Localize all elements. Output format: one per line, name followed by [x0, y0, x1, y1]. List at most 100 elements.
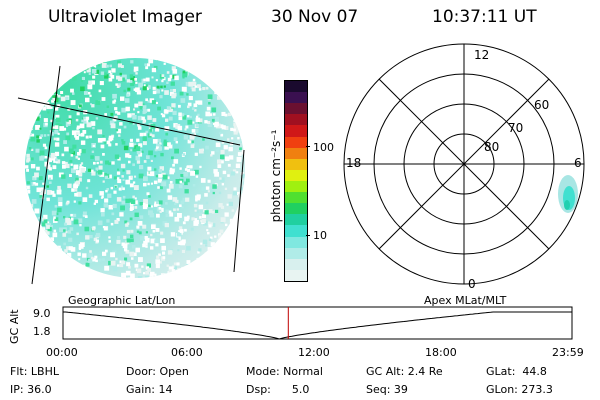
- speckle-pixel: [26, 186, 30, 190]
- speckle-pixel: [121, 272, 126, 278]
- speckle-pixel: [157, 58, 160, 61]
- speckle-pixel: [142, 110, 146, 115]
- speckle-pixel: [34, 94, 39, 99]
- speckle-pixel: [143, 240, 148, 246]
- speckle-pixel: [173, 137, 178, 141]
- speckle-pixel: [134, 212, 139, 217]
- speckle-pixel: [78, 104, 82, 108]
- speckle-pixel: [196, 257, 202, 263]
- speckle-pixel: [188, 263, 191, 267]
- status-gain: Gain: 14: [126, 383, 173, 396]
- speckle-pixel: [213, 113, 216, 116]
- speckle-pixel: [39, 92, 44, 97]
- speckle-pixel: [194, 209, 197, 212]
- speckle-pixel: [116, 85, 120, 88]
- speckle-pixel: [160, 238, 165, 243]
- speckle-pixel: [96, 161, 99, 165]
- speckle-pixel: [80, 79, 84, 82]
- speckle-pixel: [125, 106, 130, 112]
- speckle-pixel: [165, 132, 169, 136]
- speckle-pixel: [205, 256, 209, 259]
- speckle-pixel: [102, 258, 105, 262]
- speckle-pixel: [97, 220, 103, 226]
- speckle-pixel: [37, 114, 41, 118]
- speckle-pixel: [30, 127, 33, 130]
- speckle-pixel: [241, 174, 245, 179]
- speckle-pixel: [47, 111, 50, 114]
- speckle-pixel: [240, 159, 243, 162]
- speckle-pixel: [211, 64, 214, 67]
- speckle-pixel: [75, 265, 79, 269]
- speckle-pixel: [90, 121, 96, 126]
- speckle-pixel: [106, 188, 109, 191]
- speckle-pixel: [44, 84, 49, 90]
- speckle-pixel: [106, 219, 110, 223]
- speckle-pixel: [102, 251, 107, 256]
- speckle-pixel: [32, 219, 35, 223]
- speckle-pixel: [205, 145, 209, 150]
- speckle-pixel: [91, 227, 95, 231]
- speckle-pixel: [215, 142, 221, 148]
- speckle-pixel: [33, 102, 37, 106]
- speckle-pixel: [56, 159, 61, 164]
- speckle-pixel: [214, 271, 217, 274]
- speckle-pixel: [224, 89, 229, 93]
- speckle-pixel: [228, 265, 234, 270]
- colorbar-swatch: [285, 169, 307, 181]
- speckle-pixel: [122, 195, 126, 199]
- speckle-pixel: [212, 122, 216, 125]
- speckle-pixel: [183, 71, 188, 76]
- speckle-pixel: [98, 165, 103, 170]
- speckle-pixel: [162, 174, 168, 180]
- speckle-pixel: [97, 138, 103, 143]
- speckle-pixel: [132, 148, 136, 152]
- speckle-pixel: [125, 270, 131, 276]
- speckle-pixel: [72, 144, 77, 149]
- polar-aurora-patch: [558, 175, 578, 213]
- speckle-pixel: [77, 157, 80, 160]
- speckle-pixel: [52, 95, 58, 100]
- speckle-pixel: [89, 235, 93, 239]
- speckle-pixel: [215, 149, 219, 153]
- speckle-pixel: [187, 115, 190, 118]
- speckle-pixel: [227, 174, 230, 177]
- speckle-pixel: [227, 163, 231, 167]
- speckle-pixel: [46, 269, 51, 275]
- speckle-pixel: [93, 202, 96, 205]
- speckle-pixel: [161, 181, 167, 187]
- speckle-pixel: [224, 101, 230, 107]
- speckle-pixel: [56, 189, 62, 195]
- speckle-pixel: [194, 276, 198, 278]
- speckle-pixel: [34, 273, 40, 278]
- speckle-pixel: [180, 200, 185, 205]
- speckle-pixel: [65, 217, 71, 223]
- speckle-pixel: [241, 191, 245, 196]
- speckle-pixel: [223, 92, 227, 96]
- speckle-pixel: [137, 276, 143, 278]
- speckle-pixel: [113, 115, 118, 120]
- speckle-pixel: [164, 222, 169, 228]
- speckle-pixel: [186, 178, 190, 183]
- speckle-pixel: [153, 65, 158, 70]
- speckle-pixel: [52, 232, 58, 238]
- speckle-pixel: [122, 169, 125, 172]
- lat-label-60: 60: [534, 98, 549, 112]
- speckle-pixel: [44, 74, 50, 79]
- speckle-pixel: [230, 58, 234, 62]
- speckle-pixel: [137, 115, 143, 121]
- speckle-pixel: [101, 195, 104, 198]
- speckle-pixel: [204, 120, 208, 124]
- speckle-pixel: [70, 100, 76, 105]
- lat-label-70: 70: [508, 121, 523, 135]
- speckle-pixel: [141, 150, 144, 154]
- speckle-pixel: [129, 208, 133, 211]
- speckle-pixel: [144, 63, 147, 66]
- speckle-pixel: [168, 212, 174, 217]
- polar-plot: 12 18 6 0 60 70 80: [343, 43, 585, 291]
- speckle-pixel: [147, 63, 150, 67]
- mlt-label-18: 18: [346, 156, 361, 170]
- speckle-pixel: [242, 264, 245, 269]
- speckle-pixel: [74, 276, 78, 278]
- speckle-pixel: [142, 120, 146, 124]
- speckle-pixel: [101, 63, 107, 68]
